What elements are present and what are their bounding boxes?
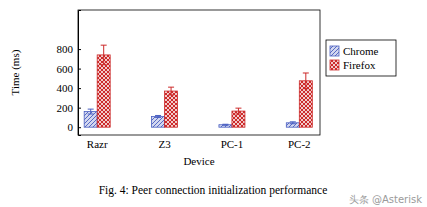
x-tick-label: Z3: [158, 138, 171, 150]
y-tick: 600: [57, 63, 82, 75]
y-tick-label: 0: [68, 121, 74, 133]
bar: [152, 116, 165, 127]
y-axis-line: [79, 11, 82, 136]
error-bar: [168, 87, 174, 95]
y-tick-label: 600: [57, 63, 74, 75]
error-bar: [155, 115, 161, 117]
y-tick-label: 800: [57, 43, 74, 55]
legend-label: Chrome: [343, 45, 379, 57]
y-tick-mark: [78, 69, 81, 70]
x-tick: Razr: [87, 135, 108, 150]
x-tick-label: PC-2: [288, 138, 311, 150]
error-bar: [235, 108, 241, 114]
x-tick-label: PC-1: [221, 138, 244, 150]
error-bar: [88, 109, 94, 114]
y-tick: 800: [57, 43, 82, 55]
error-bar: [101, 45, 107, 65]
y-tick-mark: [78, 88, 81, 89]
plot-frame: [78, 10, 320, 135]
x-axis-title: Device: [183, 155, 214, 167]
y-tick-mark: [78, 108, 81, 109]
bar: [286, 123, 299, 127]
x-tick: Z3: [158, 135, 171, 150]
y-axis-title: Time (ms): [9, 49, 22, 95]
bars: [84, 45, 312, 127]
legend-label: Firefox: [343, 59, 376, 71]
bar: [219, 125, 232, 127]
chart: 0 200 400 600 800 Razr Z3 PC-1 PC-2 Device Time (m…: [0, 0, 427, 207]
title: Fig. 4: Peer connection initialization p…: [99, 184, 328, 197]
y-tick-mark: [78, 49, 81, 50]
y-axis: 0 200 400 600 800: [57, 11, 82, 136]
bar: [165, 91, 178, 127]
y-tick: 0: [68, 121, 82, 133]
error-bar: [222, 124, 228, 126]
x-tick-label: Razr: [87, 138, 108, 150]
error-bar: [290, 122, 296, 124]
legend-swatch: [330, 46, 339, 56]
y-tick-mark: [78, 127, 81, 128]
legend-swatch: [330, 60, 339, 70]
y-tick-label: 400: [57, 82, 74, 94]
legend-item: Chrome: [330, 45, 379, 57]
x-tick: PC-1: [221, 135, 244, 150]
legend: Chrome Firefox: [326, 40, 396, 76]
error-bar: [303, 73, 309, 89]
x-axis: Razr Z3 PC-1 PC-2: [87, 135, 311, 150]
bar: [97, 55, 110, 127]
watermark: 头条 @Asterisk: [349, 194, 422, 205]
x-tick: PC-2: [288, 135, 311, 150]
y-tick-label: 200: [57, 102, 74, 114]
y-tick: 400: [57, 82, 82, 94]
bar: [84, 112, 97, 128]
legend-box: [326, 40, 396, 76]
legend-item: Firefox: [330, 59, 376, 71]
y-tick: 200: [57, 102, 82, 114]
